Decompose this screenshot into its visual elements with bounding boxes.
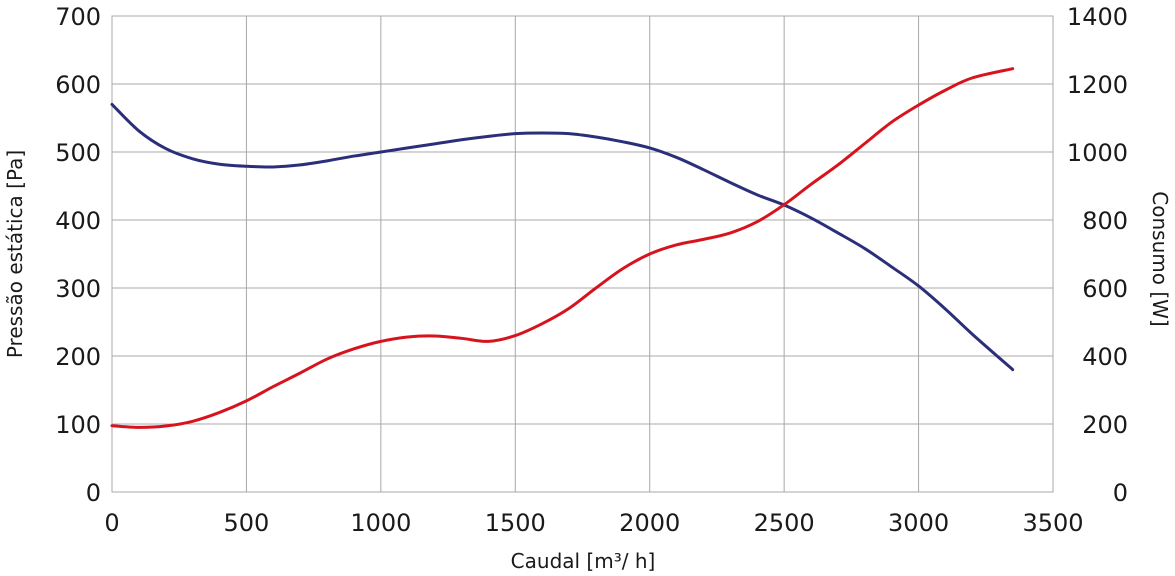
y-right-tick-label: 200 — [1082, 411, 1128, 439]
y-left-tick-label: 400 — [55, 207, 101, 235]
x-tick-label: 3500 — [1022, 509, 1083, 537]
y-left-tick-label: 700 — [55, 3, 101, 31]
y-right-tick-label: 1200 — [1067, 71, 1128, 99]
x-tick-label: 0 — [104, 509, 119, 537]
x-tick-label: 500 — [224, 509, 270, 537]
y-right-tick-label: 400 — [1082, 343, 1128, 371]
x-axis-label: Caudal [m³/ h] — [511, 549, 656, 573]
x-tick-label: 1000 — [350, 509, 411, 537]
y-right-axis-label: Consumo [W] — [1148, 191, 1172, 326]
y-left-axis-label: Pressão estática [Pa] — [3, 150, 27, 358]
x-tick-label: 2500 — [754, 509, 815, 537]
y-left-tick-label: 500 — [55, 139, 101, 167]
y-right-tick-label: 600 — [1082, 275, 1128, 303]
y-left-tick-label: 600 — [55, 71, 101, 99]
power-consumption-line — [110, 67, 1015, 429]
y-left-tick-label: 200 — [55, 343, 101, 371]
y-left-axis-ticks: 0 100 200 300 400 500 600 700 — [55, 3, 101, 507]
y-right-tick-label: 0 — [1113, 479, 1128, 507]
y-right-tick-label: 1000 — [1067, 139, 1128, 167]
y-left-tick-label: 300 — [55, 275, 101, 303]
x-tick-label: 1500 — [485, 509, 546, 537]
y-left-tick-label: 100 — [55, 411, 101, 439]
y-right-tick-label: 800 — [1082, 207, 1128, 235]
plot-frame — [111, 15, 1054, 493]
y-left-tick-label: 0 — [86, 479, 101, 507]
y-right-tick-label: 1400 — [1067, 3, 1128, 31]
y-right-axis-ticks: 0 200 400 600 800 1000 1200 1400 — [1067, 3, 1128, 507]
x-tick-label: 2000 — [619, 509, 680, 537]
grid — [111, 15, 1054, 493]
x-tick-label: 3000 — [888, 509, 949, 537]
static-pressure-line — [110, 102, 1015, 372]
x-axis-ticks: 0 500 1000 1500 2000 2500 3000 3500 — [104, 509, 1083, 537]
series-layer — [110, 67, 1015, 429]
